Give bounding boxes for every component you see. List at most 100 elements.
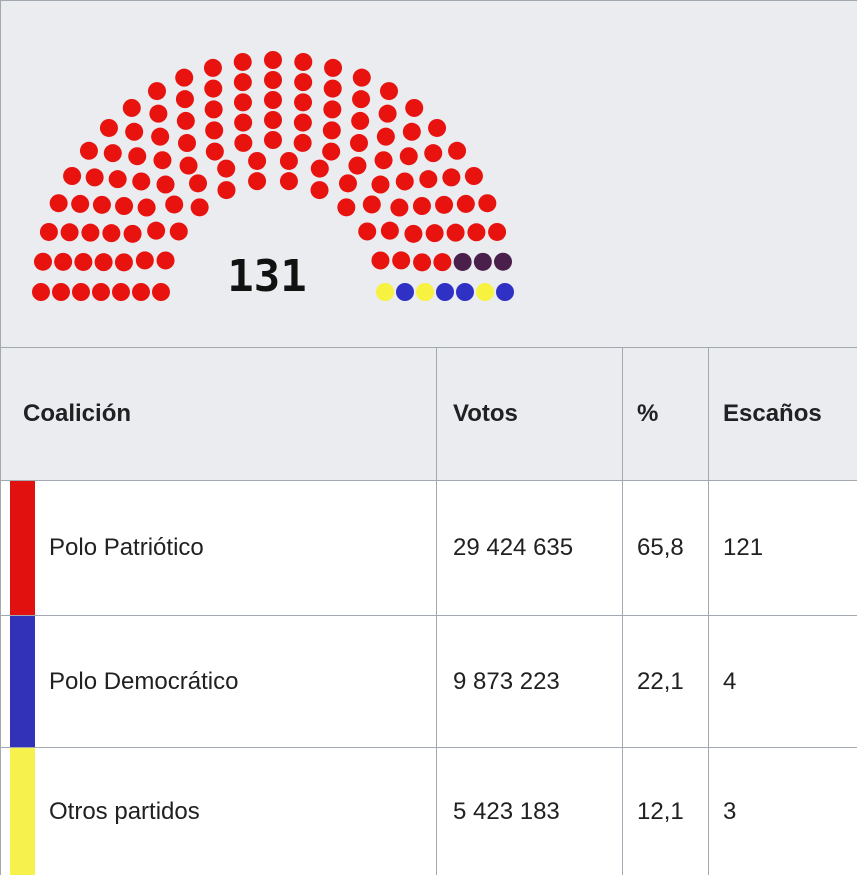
seat (376, 127, 395, 146)
seat (217, 159, 236, 178)
seat (233, 73, 252, 92)
seat (190, 198, 209, 217)
seat (203, 58, 222, 77)
seat (467, 223, 486, 242)
seat (264, 51, 282, 69)
seat (264, 131, 282, 149)
seat (217, 181, 236, 200)
seat (149, 104, 168, 123)
seat (488, 222, 507, 241)
seat (99, 118, 118, 137)
seat (322, 142, 341, 161)
seat (416, 283, 434, 301)
header-cell: Votos (436, 347, 622, 480)
color-strip (10, 748, 35, 875)
seat (294, 73, 313, 92)
seat (404, 224, 423, 243)
seat (323, 79, 342, 98)
seat (132, 283, 150, 301)
seat (442, 168, 461, 187)
seat (279, 172, 298, 191)
seat (92, 283, 110, 301)
data-cell: 12,1 (622, 747, 708, 875)
color-strip (10, 616, 35, 747)
seat (446, 223, 465, 242)
seat (32, 283, 50, 301)
seat (137, 198, 156, 217)
seat (279, 151, 298, 170)
seat (175, 90, 194, 109)
seat (179, 156, 198, 175)
seat (264, 111, 282, 129)
coalition-name: Polo Democrático (0, 615, 436, 747)
seat (293, 133, 312, 152)
seat (85, 168, 104, 187)
seat (152, 283, 170, 301)
seat (49, 194, 68, 213)
seat (456, 194, 475, 213)
data-cell: 4 (708, 615, 857, 747)
seat (132, 172, 151, 191)
data-cell: 22,1 (622, 615, 708, 747)
seat (352, 68, 371, 87)
data-cell: 9 873 223 (436, 615, 622, 747)
seat (52, 283, 70, 301)
seat (234, 133, 253, 152)
seat (390, 198, 409, 217)
seat (112, 283, 130, 301)
seat (476, 283, 494, 301)
seat (135, 251, 154, 270)
seat-total: 131 (227, 251, 306, 302)
seat (419, 170, 438, 189)
seat (371, 175, 390, 194)
seat (233, 93, 252, 112)
seat (92, 195, 111, 214)
seat (294, 93, 313, 112)
seat (380, 82, 398, 101)
seat (456, 283, 474, 301)
seat (436, 283, 454, 301)
seat (399, 147, 418, 166)
seat (189, 174, 208, 193)
data-cell: 65,8 (622, 480, 708, 615)
seat (405, 98, 424, 117)
seat (72, 283, 90, 301)
seat (151, 127, 170, 146)
seat (264, 91, 282, 109)
seat (204, 79, 223, 98)
seat (71, 194, 90, 213)
seat (494, 252, 513, 271)
seat (338, 174, 357, 193)
seat (323, 100, 342, 119)
data-cell: 121 (708, 480, 857, 615)
seat (425, 224, 444, 243)
seat (79, 141, 98, 160)
data-cell: 5 423 183 (436, 747, 622, 875)
seat (358, 222, 377, 241)
seat (103, 144, 122, 163)
seat (464, 167, 483, 185)
seat (433, 253, 452, 272)
seat (293, 113, 312, 132)
seat (248, 151, 267, 170)
seat (123, 224, 142, 243)
seat (378, 104, 397, 123)
seat (176, 111, 195, 130)
seat (156, 175, 175, 194)
seat (396, 283, 414, 301)
seat (102, 224, 121, 243)
seat (81, 223, 100, 242)
seat (310, 159, 329, 178)
seat (108, 170, 127, 189)
seat (428, 118, 447, 137)
color-strip (10, 481, 35, 615)
seat (60, 223, 79, 242)
seat (54, 252, 73, 271)
seat (324, 58, 343, 77)
header-cell: Coalición (0, 347, 436, 480)
header-cell: % (622, 347, 708, 480)
data-cell: 3 (708, 747, 857, 875)
seat (147, 221, 166, 240)
seat (473, 252, 492, 271)
parliament-diagram: 131 (0, 0, 857, 347)
